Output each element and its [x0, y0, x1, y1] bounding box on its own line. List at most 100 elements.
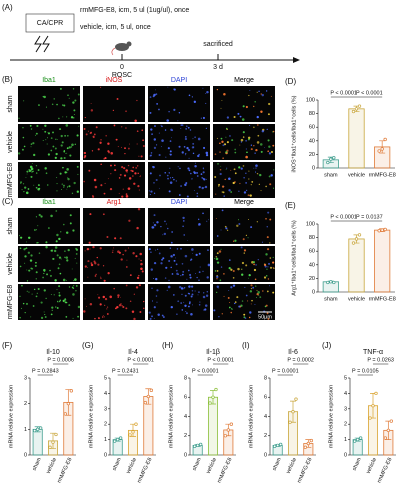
cell [109, 188, 113, 191]
cell [62, 184, 65, 187]
cell [202, 270, 204, 272]
data-point [374, 391, 378, 396]
cell [95, 126, 98, 129]
cell [36, 124, 39, 128]
cell [191, 285, 194, 288]
cell [183, 145, 186, 148]
cell [123, 167, 126, 170]
cell [182, 270, 185, 273]
panel-label: (E) [285, 201, 296, 210]
cell [253, 268, 257, 272]
cell [184, 136, 187, 138]
cell [221, 209, 224, 212]
cell [206, 291, 209, 293]
cell [20, 236, 23, 239]
cell [206, 220, 208, 222]
data-point [273, 444, 277, 448]
data-point [288, 420, 292, 424]
cell [114, 169, 117, 172]
cell [116, 97, 119, 100]
cell [206, 276, 209, 279]
cell [188, 94, 191, 97]
data-point [63, 412, 67, 416]
cell [23, 145, 26, 148]
cell [214, 257, 216, 259]
shock-icon [42, 35, 50, 53]
cell [185, 127, 188, 130]
data-point [48, 445, 52, 449]
cell [194, 290, 196, 292]
cell [173, 259, 176, 262]
micrograph [18, 162, 80, 198]
channel-label: Iba1 [42, 77, 56, 84]
cell [66, 259, 69, 262]
cell [255, 167, 257, 169]
cell [215, 255, 218, 258]
cell [202, 171, 205, 174]
cell [99, 86, 102, 88]
panel-label: (J) [322, 341, 332, 350]
cell [238, 305, 241, 308]
cell [260, 93, 262, 95]
cell [153, 146, 157, 149]
cell [266, 290, 269, 293]
cell [205, 294, 209, 297]
cell [229, 135, 231, 137]
cell [42, 95, 45, 98]
cell [122, 253, 124, 256]
cell [138, 189, 140, 191]
cell [183, 220, 185, 222]
cell [45, 297, 47, 300]
cell [119, 237, 122, 240]
cell [139, 252, 143, 256]
cell [70, 116, 74, 119]
data-point [51, 440, 55, 444]
cell [148, 248, 151, 251]
cell [190, 258, 193, 261]
y-tick-label: 0 [184, 452, 187, 458]
cell [197, 294, 199, 296]
channel-label: DAPI [171, 77, 187, 84]
cell [73, 280, 75, 282]
cell [162, 316, 165, 318]
chart-title: Il-6 [288, 349, 298, 356]
cell [268, 175, 271, 178]
cell [109, 295, 112, 299]
data-point [214, 387, 218, 392]
cell [110, 164, 112, 167]
bar [374, 229, 391, 293]
cell [52, 257, 55, 261]
cell [69, 154, 72, 157]
cell [256, 221, 258, 223]
cell [83, 151, 87, 155]
data-point [377, 149, 381, 153]
cell [51, 306, 54, 309]
row-label: vehicle [7, 253, 14, 275]
data-point [211, 395, 215, 399]
cell [112, 109, 114, 111]
cell [38, 104, 40, 107]
cell [240, 138, 244, 142]
cell [73, 181, 76, 185]
cell [156, 221, 159, 224]
y-tick-label: 2 [184, 433, 187, 439]
cell [127, 247, 129, 249]
cell [37, 287, 40, 291]
y-tick-label: 4 [344, 391, 347, 397]
cell [203, 168, 205, 170]
cell [217, 287, 219, 289]
cell [99, 303, 102, 306]
cell [88, 241, 91, 244]
cell [24, 311, 26, 314]
cell [125, 110, 127, 113]
cell [179, 167, 181, 170]
x-tick-label: rmMFG-E8 [369, 296, 396, 302]
cell [132, 166, 135, 169]
cell [203, 187, 205, 189]
cell [264, 265, 267, 268]
cell [189, 301, 191, 303]
cell [50, 294, 52, 296]
cell [269, 218, 272, 221]
p-value: P = 0.0105 [352, 368, 379, 374]
cell [71, 192, 74, 194]
